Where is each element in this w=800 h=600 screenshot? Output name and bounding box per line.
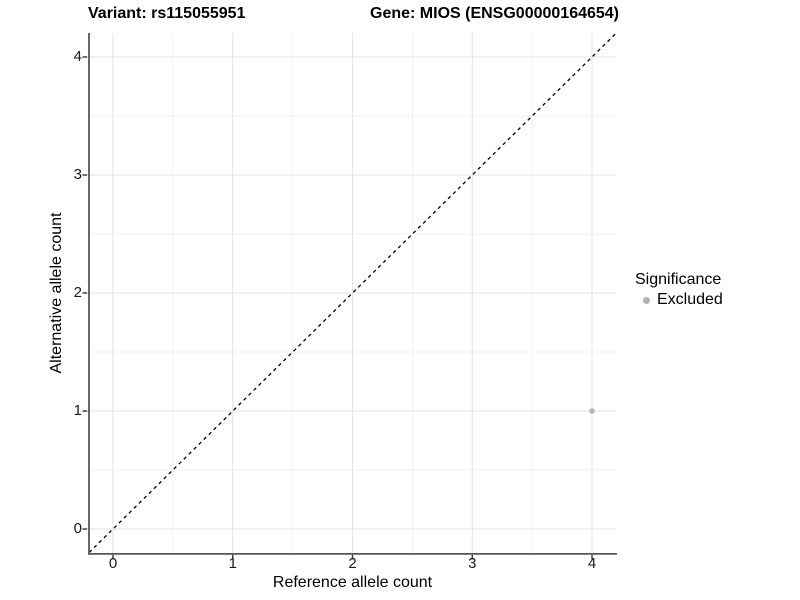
x-axis-title: Reference allele count: [272, 574, 433, 591]
data-point: [589, 408, 595, 414]
identity-reference-line: [88, 32, 617, 554]
x-tick-label: 3: [468, 555, 477, 572]
y-tick-label: 4: [73, 48, 82, 65]
legend-point-icon: [643, 296, 650, 304]
legend: Significance Excluded: [633, 270, 723, 309]
legend-title: Significance: [635, 271, 722, 288]
legend-entry-label: Excluded: [657, 291, 723, 308]
y-tick-label: 1: [73, 402, 82, 419]
y-axis-title: Alternative allele count: [48, 212, 65, 374]
x-tick-label: 4: [587, 555, 597, 572]
y-tick-label: 2: [73, 284, 82, 301]
x-tick-label: 0: [108, 555, 118, 572]
legend-entry-excluded: Excluded: [633, 291, 723, 309]
x-tick-label: 2: [348, 555, 357, 572]
x-tick-label: 1: [228, 555, 237, 572]
y-tick-label: 3: [73, 166, 82, 183]
y-tick-label: 0: [73, 520, 82, 537]
plot-title-gene: Gene: MIOS (ENSG00000164654): [370, 5, 620, 22]
plot-title-variant: Variant: rs115055951: [88, 5, 246, 22]
